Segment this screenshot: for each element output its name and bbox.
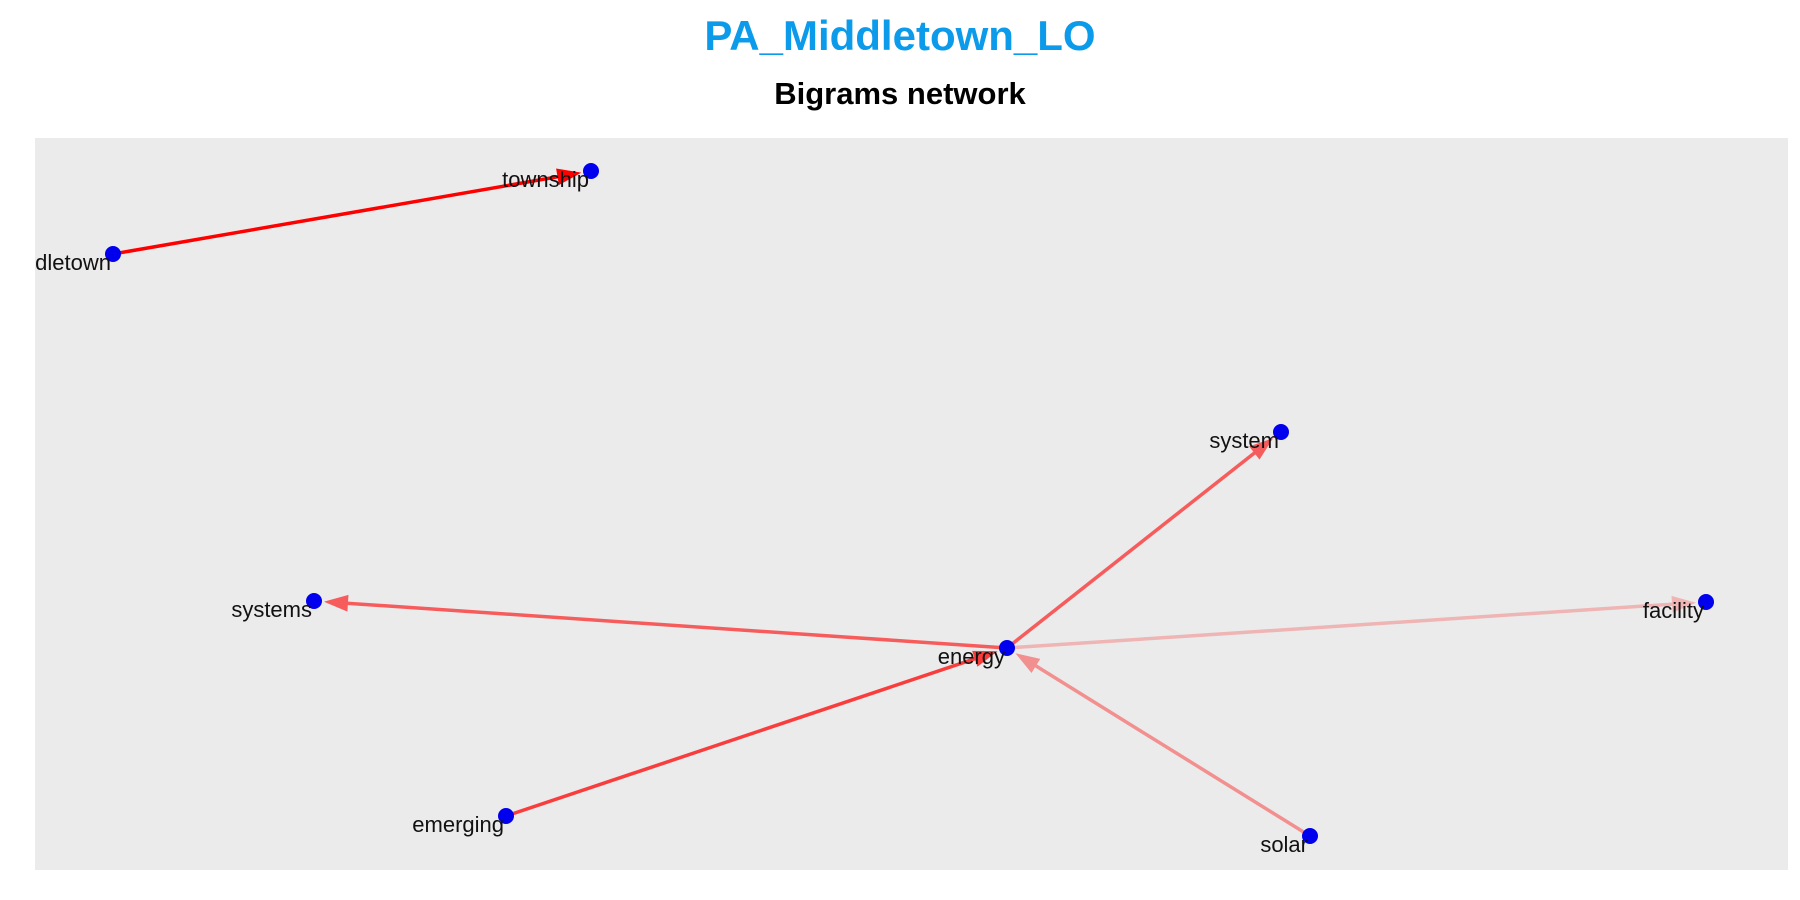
node-township bbox=[583, 163, 599, 179]
plot-panel bbox=[35, 138, 1788, 870]
edge-energy-system bbox=[1005, 438, 1274, 650]
edge-line bbox=[1030, 661, 1311, 838]
node-label-system: system bbox=[1209, 428, 1279, 453]
node-solar bbox=[1302, 828, 1318, 844]
node-label-systems: systems bbox=[231, 597, 312, 622]
edge-middletown-township bbox=[112, 168, 582, 256]
node-system bbox=[1273, 424, 1289, 440]
edge-arrowhead bbox=[556, 168, 582, 186]
node-label-energy: energy bbox=[938, 644, 1005, 669]
node-middletown bbox=[105, 246, 121, 262]
chart-subtitle: Bigrams network bbox=[774, 76, 1026, 111]
edge-solar-energy bbox=[1015, 653, 1311, 838]
edge-line bbox=[505, 655, 981, 818]
node-label-facility: facility bbox=[1643, 598, 1704, 623]
node-label-emerging: emerging bbox=[412, 812, 504, 837]
node-label-solar: solar bbox=[1260, 832, 1308, 857]
chart-title: PA_Middletown_LO bbox=[704, 12, 1096, 59]
edge-energy-facility bbox=[1006, 595, 1697, 650]
nodes-layer bbox=[105, 163, 1714, 844]
node-energy bbox=[999, 640, 1015, 656]
node-facility bbox=[1698, 594, 1714, 610]
edge-emerging-energy bbox=[505, 650, 998, 818]
edge-arrowhead bbox=[972, 650, 998, 667]
edge-line bbox=[342, 601, 1008, 650]
node-emerging bbox=[498, 808, 514, 824]
edge-arrowhead bbox=[323, 594, 349, 612]
labels-layer: township dletown system systems facility ener… bbox=[35, 167, 1704, 857]
edge-line bbox=[112, 174, 563, 256]
edge-line bbox=[1005, 448, 1260, 650]
edge-arrowhead bbox=[1015, 653, 1041, 674]
edge-energy-systems bbox=[323, 594, 1008, 650]
edge-arrowhead bbox=[1249, 438, 1274, 460]
node-label-middletown: dletown bbox=[35, 250, 111, 275]
edge-arrowhead bbox=[1671, 595, 1697, 613]
edge-line bbox=[1006, 602, 1678, 650]
node-label-township: township bbox=[502, 167, 589, 192]
node-systems bbox=[306, 593, 322, 609]
edges-layer bbox=[112, 168, 1697, 838]
